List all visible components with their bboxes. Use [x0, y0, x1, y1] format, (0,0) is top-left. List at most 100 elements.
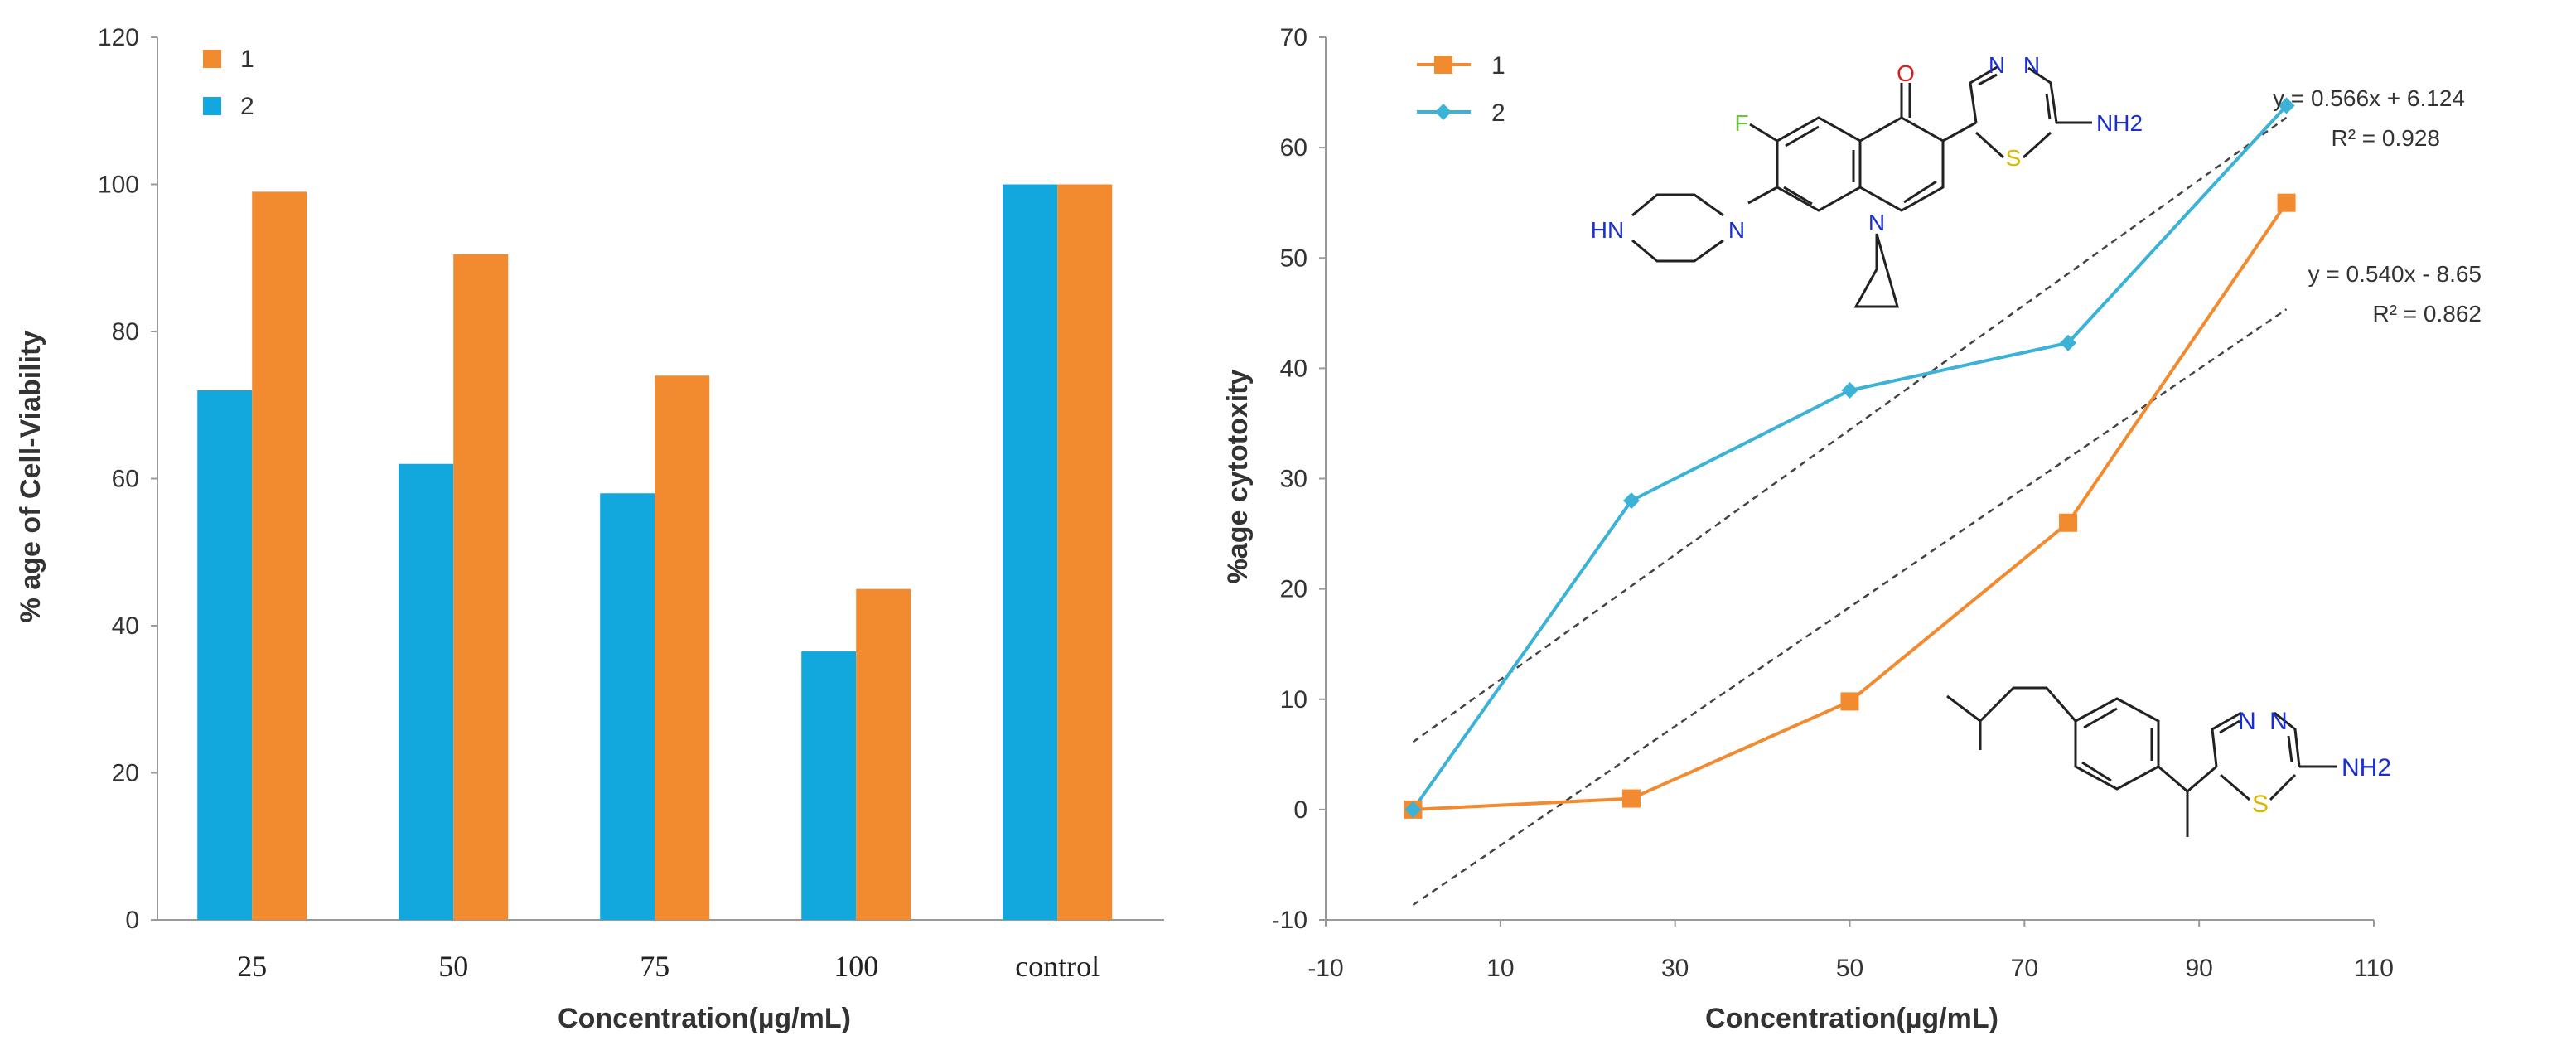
molecule-structure-top: O F N N HN N N S NH2: [1591, 52, 2143, 308]
y-tick-label: 60: [1280, 134, 1307, 162]
x-tick-label: 90: [2185, 955, 2212, 982]
y-tick-labels: -10 0 10 20 30 40 50 60 70: [1272, 24, 1326, 934]
atom-label: NH2: [2342, 754, 2391, 781]
atom-label: N: [2023, 52, 2040, 78]
bar-series-2-100: [801, 651, 857, 920]
bars: [197, 184, 1113, 920]
bond-lines: [1969, 65, 2058, 159]
y-tick-label: 0: [1293, 796, 1307, 824]
point-series-2-x50: [1841, 382, 1858, 399]
x-axis-label: Concentration(µg/mL): [558, 1003, 851, 1034]
y-tick-label: 120: [98, 24, 139, 51]
x-tick-label: 110: [2354, 955, 2394, 982]
x-tick-label: -10: [1307, 955, 1343, 982]
y-tick-label: 0: [125, 907, 139, 934]
bar-series-1-100: [856, 588, 911, 920]
bar-series-2-control: [1003, 184, 1058, 920]
legend-swatch-series-1: [203, 50, 221, 68]
bond-lines: [1747, 186, 1778, 205]
trendline-series-2: [1412, 116, 2288, 743]
atom-label: S: [2006, 145, 2022, 171]
bond-lines: [2158, 765, 2217, 837]
legend-label-series-2: 2: [240, 93, 254, 120]
x-tick-label: 30: [1661, 955, 1689, 982]
bar-series-1-control: [1057, 184, 1113, 920]
series-markers: [1404, 97, 2296, 819]
trendline-equation-series-2: y = 0.566x + 6.124: [2273, 85, 2465, 111]
bond-lines: [1631, 193, 1724, 263]
point-series-2-x100: [2278, 97, 2295, 114]
point-series-2-x0: [1404, 801, 1422, 818]
y-tick-label: 60: [112, 466, 139, 493]
bond-lines: [1776, 116, 1862, 212]
x-tick-label: 70: [2011, 955, 2038, 982]
y-tick-label: 20: [112, 760, 139, 787]
atom-label: NH2: [2096, 110, 2143, 136]
atom-label: O: [1897, 60, 1915, 86]
y-tick-label: 10: [1280, 686, 1307, 714]
bar-series-1-25: [252, 191, 307, 920]
trendline-r2-series-1: R² = 0.862: [2372, 301, 2482, 327]
bond-lines: [2074, 697, 2160, 791]
y-tick-label: 40: [1280, 355, 1307, 382]
atom-label: N: [2238, 708, 2256, 735]
bond-lines: [1749, 123, 1778, 143]
y-axis-label: % age of Cell-Viability: [15, 331, 46, 623]
legend-marker-series-2: [1435, 104, 1452, 120]
bond-lines: [1946, 686, 2077, 750]
y-tick-labels: 0 20 40 60 80 100 120: [98, 24, 157, 934]
y-tick-label: 30: [1280, 466, 1307, 493]
bond-lines: [1783, 125, 1855, 206]
point-series-2-x75: [2060, 334, 2077, 351]
bond-lines: [2211, 711, 2301, 801]
atom-label: HN: [1591, 217, 1624, 243]
trendlines: [1412, 116, 2288, 907]
bond-lines: [2219, 719, 2293, 763]
legend: 1 2: [203, 46, 254, 120]
bond-lines: [1900, 83, 1911, 118]
x-tick-label: 10: [1486, 955, 1514, 982]
bond-lines: [1978, 73, 2052, 120]
atom-label: N: [1868, 210, 1885, 235]
molecule-structure-bottom: N N S NH2: [1946, 686, 2391, 837]
point-series-2-x25: [1622, 492, 1640, 510]
atom-label: N: [2269, 708, 2288, 735]
trendline-r2-series-2: R² = 0.928: [2331, 125, 2440, 151]
y-tick-label: 20: [1280, 576, 1307, 603]
atom-label: F: [1734, 110, 1748, 136]
y-axis-label: %age cytotoxity: [1222, 369, 1254, 583]
legend-label-series-1: 1: [240, 46, 254, 73]
bar-series-1-50: [453, 254, 509, 920]
point-series-1-x50: [1840, 692, 1859, 711]
legend-swatch-series-2: [203, 97, 221, 115]
x-tick-label: 50: [438, 950, 468, 983]
legend-marker-series-1: [1434, 56, 1452, 74]
point-series-1-x75: [2059, 513, 2078, 532]
bond-lines: [1903, 180, 1937, 204]
legend-label-series-1: 1: [1491, 52, 1505, 80]
x-tick-label: 50: [1836, 955, 1863, 982]
atom-label: N: [1728, 217, 1745, 243]
y-tick-label: -10: [1272, 907, 1307, 934]
bond-lines: [1942, 121, 1977, 143]
trendline-series-1: [1412, 308, 2288, 907]
x-tick-label: 25: [237, 950, 267, 983]
atom-label: N: [1989, 52, 2005, 78]
trendline-equation-series-1: y = 0.540x - 8.65: [2308, 261, 2482, 287]
y-tick-label: 100: [98, 172, 139, 199]
y-tick-label: 80: [112, 318, 139, 346]
legend: 1 2: [1417, 52, 1505, 127]
bar-series-2-75: [600, 493, 655, 920]
bond-lines: [1853, 233, 1899, 308]
y-tick-label: 50: [1280, 244, 1307, 272]
point-series-1-x25: [1621, 789, 1641, 808]
x-tick-labels: -10 10 30 50 70 90 110: [1307, 920, 2394, 982]
bar-series-1-75: [655, 375, 710, 920]
y-tick-label: 70: [1280, 24, 1307, 51]
bar-chart: 0 20 40 60 80 100 120 25 50 75 100 control Concent…: [15, 24, 1164, 1034]
line-chart: -10 0 10 20 30 40 50 60 70 -10 10 30 50 70 90 110 Conc…: [1222, 24, 2482, 1034]
x-tick-label: 75: [640, 950, 669, 983]
point-series-1-x100: [2277, 193, 2296, 212]
legend-label-series-2: 2: [1491, 99, 1505, 127]
